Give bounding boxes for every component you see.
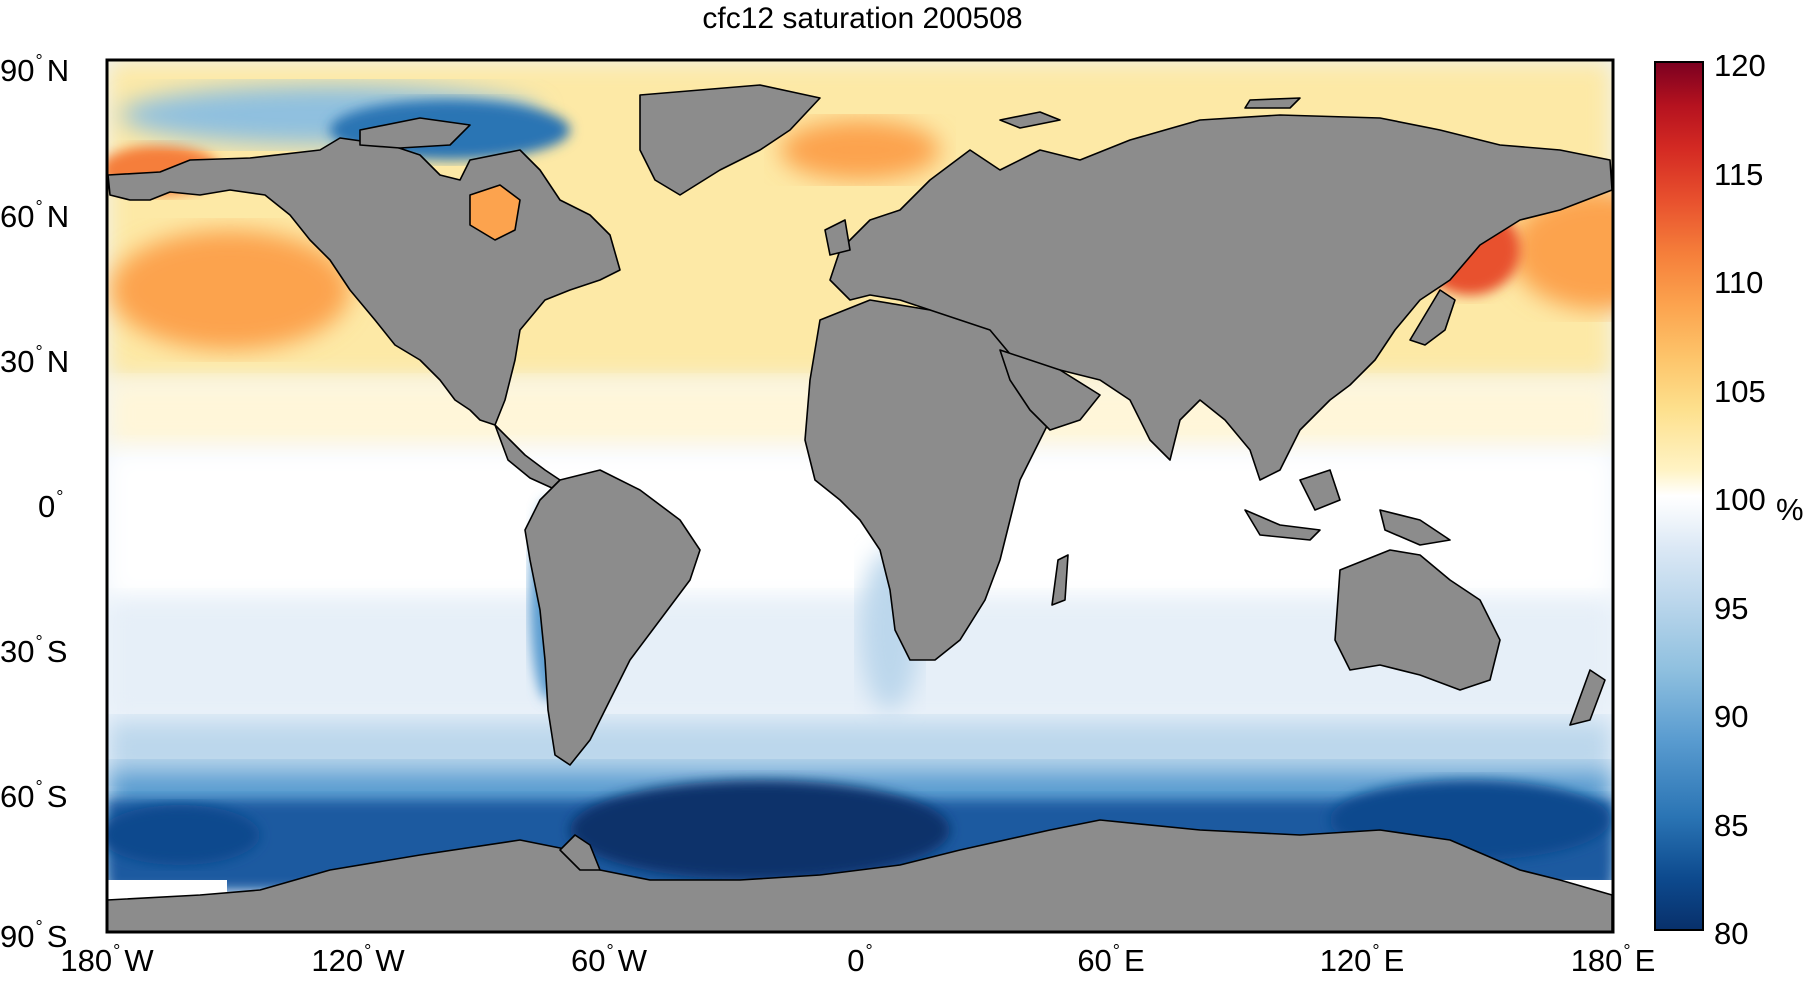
y-tick-30n: 30° N bbox=[0, 342, 70, 379]
arctic-islands bbox=[359, 97, 1301, 149]
y-tick-0: 0° bbox=[38, 487, 64, 524]
x-tick-120w: 120° W bbox=[311, 941, 405, 978]
y-tick-90s: 90° S bbox=[0, 917, 68, 954]
colorbar-tick-110: 110 bbox=[1714, 265, 1764, 300]
greenland bbox=[639, 84, 821, 196]
x-tick-0: 0° bbox=[847, 941, 873, 978]
colorbar-tick-90: 90 bbox=[1714, 699, 1749, 734]
borneo-indonesia bbox=[1244, 469, 1451, 546]
y-tick-30s: 30° S bbox=[0, 632, 68, 669]
british-isles bbox=[824, 219, 851, 256]
arabia bbox=[999, 349, 1101, 431]
new-zealand bbox=[1569, 669, 1606, 726]
x-tick-180w: 180° W bbox=[60, 941, 154, 978]
south-america bbox=[524, 469, 701, 766]
x-tick-120e: 120° E bbox=[1319, 941, 1405, 978]
colorbar-tick-95: 95 bbox=[1714, 591, 1749, 626]
x-tick-60e: 60° E bbox=[1077, 941, 1145, 978]
y-tick-90n: 90° N bbox=[0, 51, 70, 88]
colorbar-tick-100: 100 bbox=[1714, 482, 1766, 517]
colorbar-unit: % bbox=[1776, 492, 1804, 527]
x-tick-180e: 180° E bbox=[1570, 941, 1656, 978]
madagascar bbox=[1051, 554, 1069, 606]
map-frame bbox=[105, 58, 1615, 934]
colorbar-tick-115: 115 bbox=[1714, 157, 1764, 192]
page-title: cfc12 saturation 200508 bbox=[702, 2, 1023, 35]
land-masses bbox=[106, 84, 1613, 933]
y-tick-60n: 60° N bbox=[0, 197, 70, 234]
colorbar bbox=[1654, 61, 1704, 931]
antarctic-peninsula bbox=[559, 834, 601, 871]
colorbar-tick-120: 120 bbox=[1714, 48, 1766, 83]
australia bbox=[1334, 549, 1501, 691]
colorbar-tick-80: 80 bbox=[1714, 916, 1749, 951]
hudson-bay bbox=[469, 184, 521, 241]
colorbar-tick-85: 85 bbox=[1714, 808, 1749, 843]
colorbar-tick-105: 105 bbox=[1714, 374, 1766, 409]
japan bbox=[1409, 289, 1456, 346]
y-tick-60s: 60° S bbox=[0, 777, 68, 814]
x-tick-60w: 60° W bbox=[571, 941, 647, 978]
antarctica bbox=[106, 819, 1613, 933]
